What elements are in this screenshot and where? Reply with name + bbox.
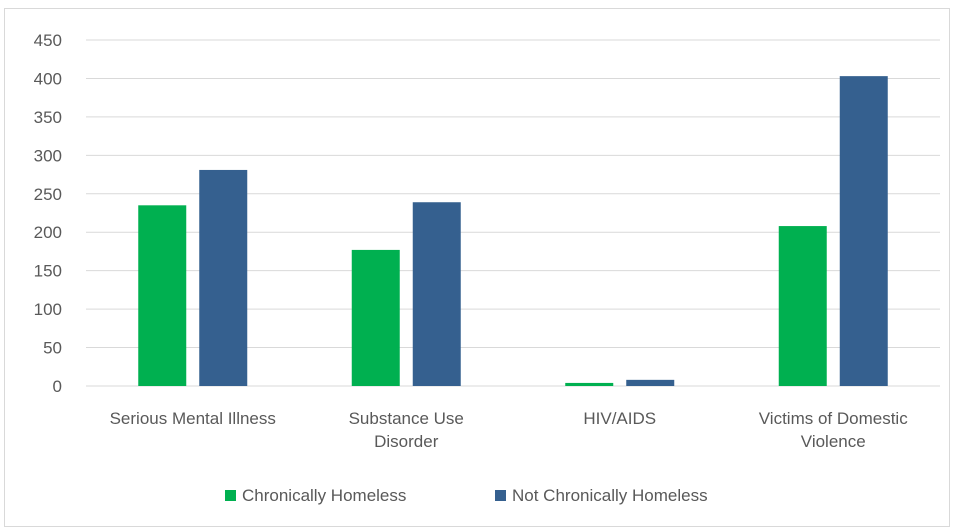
y-tick-label: 200 bbox=[34, 223, 62, 242]
legend-label: Chronically Homeless bbox=[242, 486, 406, 505]
x-category-label: Serious Mental Illness bbox=[110, 409, 276, 428]
y-tick-label: 400 bbox=[34, 69, 62, 88]
legend-swatch bbox=[495, 490, 506, 501]
x-category-label-line: Violence bbox=[801, 432, 866, 451]
y-tick-label: 100 bbox=[34, 300, 62, 319]
legend-label: Not Chronically Homeless bbox=[512, 486, 708, 505]
y-tick-label: 50 bbox=[43, 339, 62, 358]
x-category-label: Victims of Domestic Violence bbox=[759, 409, 908, 451]
x-category-label: HIV/AIDS bbox=[583, 409, 656, 428]
x-category-label-line: Disorder bbox=[374, 432, 439, 451]
bar-chronically-homeless bbox=[565, 382, 614, 386]
legend-swatch bbox=[225, 490, 236, 501]
x-category-label: Substance Use Disorder bbox=[349, 409, 464, 451]
bar-chronically-homeless bbox=[351, 249, 400, 386]
y-tick-label: 250 bbox=[34, 185, 62, 204]
bar-chronically-homeless bbox=[138, 205, 187, 386]
bar-not-chronically-homeless bbox=[412, 202, 461, 386]
y-tick-label: 300 bbox=[34, 146, 62, 165]
x-category-label-line: HIV/AIDS bbox=[583, 409, 656, 428]
x-category-label-line: Serious Mental Illness bbox=[110, 409, 276, 428]
x-category-label-line: Substance Use bbox=[349, 409, 464, 428]
y-tick-label: 350 bbox=[34, 108, 62, 127]
x-category-label-line: Victims of Domestic bbox=[759, 409, 908, 428]
y-tick-label: 0 bbox=[53, 377, 62, 396]
bar-not-chronically-homeless bbox=[626, 379, 675, 386]
y-tick-label: 150 bbox=[34, 262, 62, 281]
y-tick-label: 450 bbox=[34, 31, 62, 50]
bar-not-chronically-homeless bbox=[839, 76, 888, 386]
bar-chronically-homeless bbox=[778, 226, 827, 386]
bar-not-chronically-homeless bbox=[199, 169, 248, 386]
